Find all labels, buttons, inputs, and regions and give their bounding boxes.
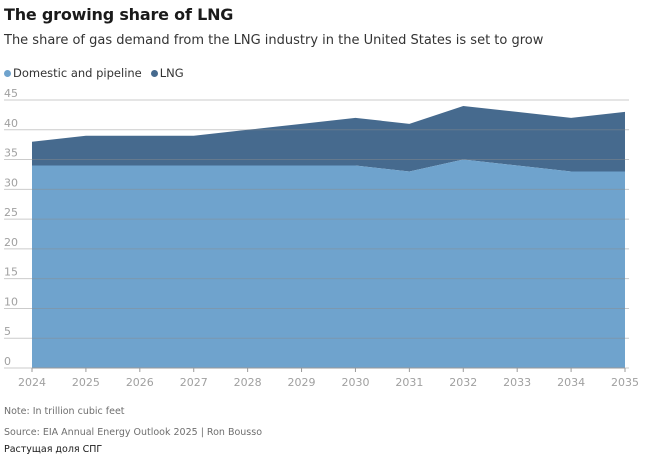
source-note: Source: EIA Annual Energy Outlook 2025 |… bbox=[4, 427, 263, 438]
y-tick-label-5: 5 bbox=[4, 325, 11, 338]
x-tick-label-2026: 2026 bbox=[126, 376, 154, 389]
y-tick-label-10: 10 bbox=[4, 295, 18, 308]
legend: Domestic and pipeline LNG bbox=[4, 66, 193, 80]
legend-swatch-domestic bbox=[4, 69, 11, 77]
x-tick-label-2024: 2024 bbox=[18, 376, 46, 389]
y-tick-label-20: 20 bbox=[4, 236, 18, 249]
chart-subtitle: The share of gas demand from the LNG ind… bbox=[4, 33, 544, 48]
legend-label-lng: LNG bbox=[159, 66, 184, 80]
x-tick-label-2035: 2035 bbox=[611, 376, 639, 389]
legend-item-lng: LNG bbox=[150, 66, 184, 80]
x-tick-label-2027: 2027 bbox=[180, 376, 208, 389]
series-area-domestic bbox=[32, 159, 625, 368]
caption: Растущая доля СПГ bbox=[4, 444, 103, 455]
x-tick-label-2034: 2034 bbox=[557, 376, 585, 389]
series-area-lng bbox=[32, 105, 625, 172]
y-tick-label-30: 30 bbox=[4, 176, 18, 189]
x-tick-label-2025: 2025 bbox=[72, 376, 100, 389]
x-tick-label-2031: 2031 bbox=[395, 376, 423, 389]
units-note: Note: In trillion cubic feet bbox=[4, 406, 125, 417]
x-tick-label-2028: 2028 bbox=[234, 376, 262, 389]
x-tick-label-2030: 2030 bbox=[341, 376, 369, 389]
y-tick-label-25: 25 bbox=[4, 206, 18, 219]
chart-title: The growing share of LNG bbox=[4, 5, 234, 24]
legend-item-domestic: Domestic and pipeline bbox=[4, 66, 142, 80]
y-tick-label-15: 15 bbox=[4, 266, 18, 279]
y-tick-label-35: 35 bbox=[4, 147, 18, 160]
x-tick-label-2029: 2029 bbox=[288, 376, 316, 389]
y-tick-label-45: 45 bbox=[4, 87, 18, 100]
y-tick-label-40: 40 bbox=[4, 117, 18, 130]
legend-swatch-lng bbox=[150, 69, 158, 77]
legend-label-domestic: Domestic and pipeline bbox=[13, 66, 142, 80]
x-tick-label-2033: 2033 bbox=[503, 376, 531, 389]
x-tick-label-2032: 2032 bbox=[449, 376, 477, 389]
y-tick-label-0: 0 bbox=[4, 355, 11, 368]
